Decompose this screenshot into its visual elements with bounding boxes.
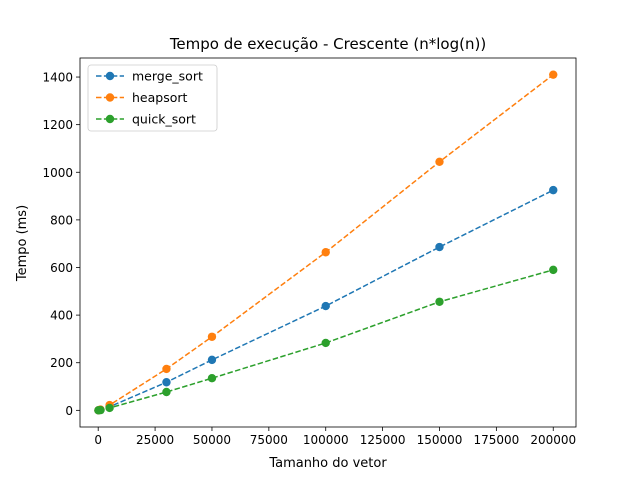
data-point (549, 185, 558, 195)
legend-label: heapsort (132, 90, 188, 105)
y-tick-label: 400 (50, 309, 73, 323)
y-tick-label: 200 (50, 356, 73, 370)
x-tick-label: 25000 (136, 433, 174, 447)
y-tick-label: 1200 (42, 118, 73, 132)
series-layer (94, 70, 558, 415)
data-point (435, 297, 444, 306)
legend-marker (105, 93, 115, 102)
x-tick-label: 75000 (250, 433, 288, 447)
data-point (321, 301, 330, 311)
x-tick-label: 125000 (360, 433, 406, 447)
y-axis-label: Tempo (ms) (15, 205, 30, 282)
x-tick-label: 175000 (473, 433, 519, 447)
data-point (549, 265, 558, 275)
y-tick-label: 800 (50, 213, 73, 227)
legend-label: merge_sort (132, 69, 203, 84)
x-tick-label: 150000 (417, 433, 463, 447)
axes: 0 25000 50000 75000 100000 125000 150000 175000… (42, 57, 577, 447)
legend: merge_sort heapsort quick_sort (87, 64, 218, 132)
legend-box (87, 64, 218, 132)
x-tick-label: 100000 (303, 433, 349, 447)
data-point (435, 242, 444, 252)
x-tick-label: 200000 (530, 433, 576, 447)
series-quick-sort (94, 265, 558, 415)
data-point (96, 405, 105, 415)
data-point (162, 387, 171, 397)
legend-marker (105, 71, 115, 81)
plot-frame (79, 57, 577, 428)
data-point (207, 373, 217, 383)
legend-marker (105, 114, 115, 124)
data-point (207, 355, 217, 365)
x-axis-label: Tamanho do vetor (268, 456, 387, 471)
legend-label: quick_sort (132, 112, 196, 127)
x-tick-label: 50000 (193, 433, 231, 447)
y-tick-label: 0 (65, 404, 73, 418)
chart-title: Tempo de execução - Crescente (n*log(n)) (169, 35, 486, 53)
data-point (207, 332, 217, 341)
data-point (162, 378, 171, 387)
data-point (105, 403, 114, 413)
y-tick-label: 600 (50, 261, 73, 275)
data-point (435, 157, 444, 166)
data-point (321, 338, 330, 348)
data-point (321, 248, 330, 257)
y-tick-label: 1400 (42, 71, 73, 85)
data-point (162, 364, 171, 374)
x-tick-label: 0 (94, 433, 102, 447)
data-point (549, 70, 558, 79)
y-tick-label: 1000 (42, 166, 73, 180)
